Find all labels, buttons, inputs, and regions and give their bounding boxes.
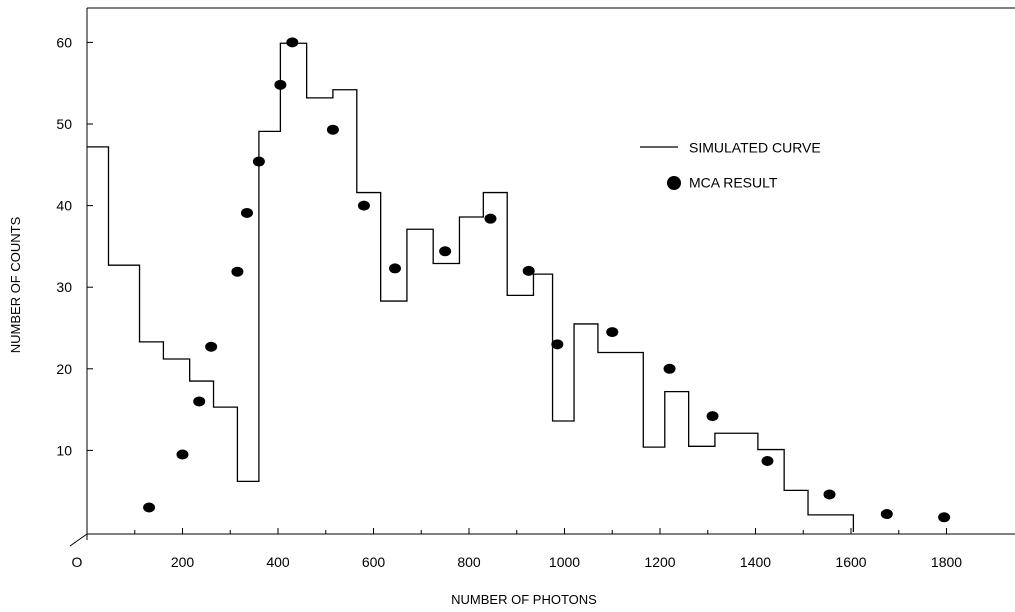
mca-result-point xyxy=(193,396,206,407)
x-axis-title: NUMBER OF PHOTONS xyxy=(451,592,597,607)
mca-result-point xyxy=(326,124,339,135)
legend: SIMULATED CURVE MCA RESULT xyxy=(640,140,821,191)
x-tick-label: 800 xyxy=(457,554,481,570)
mca-result-point xyxy=(231,266,244,277)
mca-result-point xyxy=(388,263,401,274)
mca-result-point xyxy=(663,363,676,374)
y-tick-label: 20 xyxy=(56,361,72,377)
x-tick-label: 400 xyxy=(266,554,290,570)
x-tick-label: O xyxy=(72,554,83,570)
y-tick-label: 60 xyxy=(56,34,72,50)
mca-result-point xyxy=(484,213,497,224)
y-axis-title: NUMBER OF COUNTS xyxy=(8,216,23,353)
x-tick-label: 600 xyxy=(362,554,386,570)
mca-result-point xyxy=(143,502,156,513)
x-tick-label: 1200 xyxy=(644,554,675,570)
mca-result-point xyxy=(551,339,564,350)
x-tick-label: 1400 xyxy=(740,554,771,570)
y-tick-label: 30 xyxy=(56,279,72,295)
mca-result-point xyxy=(205,341,218,352)
legend-dot-marker xyxy=(667,176,681,190)
mca-result-point xyxy=(252,156,265,167)
legend-label-simulated-curve: SIMULATED CURVE xyxy=(689,140,821,156)
mca-result-series xyxy=(143,37,951,523)
mca-result-point xyxy=(880,509,893,520)
mca-result-point xyxy=(439,246,452,257)
mca-result-point xyxy=(286,37,299,48)
mca-result-point xyxy=(606,327,619,338)
mca-result-point xyxy=(274,79,287,90)
mca-result-point xyxy=(522,265,535,276)
y-tick-label: 10 xyxy=(56,442,72,458)
ticks: 10 20 30 40 50 60 O 200 400 600 800 1000 1200 1400 160… xyxy=(56,34,962,570)
mca-result-point xyxy=(176,449,189,460)
x-tick-label: 1000 xyxy=(549,554,580,570)
x-tick-label: 1600 xyxy=(835,554,866,570)
simulated-curve-line xyxy=(87,42,855,532)
mca-result-point xyxy=(706,411,719,422)
y-tick-label: 50 xyxy=(56,116,72,132)
legend-label-mca-result: MCA RESULT xyxy=(689,175,778,191)
mca-result-point xyxy=(240,207,253,218)
y-tick-label: 40 xyxy=(56,198,72,214)
mca-result-point xyxy=(938,512,951,523)
x-tick-label: 200 xyxy=(171,554,195,570)
mca-result-point xyxy=(823,489,836,500)
mca-result-point xyxy=(357,200,370,211)
axes xyxy=(69,7,1015,547)
mca-result-point xyxy=(761,456,774,467)
axis-origin-diagonal xyxy=(69,533,88,547)
simulated-curve-series xyxy=(87,42,855,532)
x-tick-label: 1800 xyxy=(931,554,962,570)
